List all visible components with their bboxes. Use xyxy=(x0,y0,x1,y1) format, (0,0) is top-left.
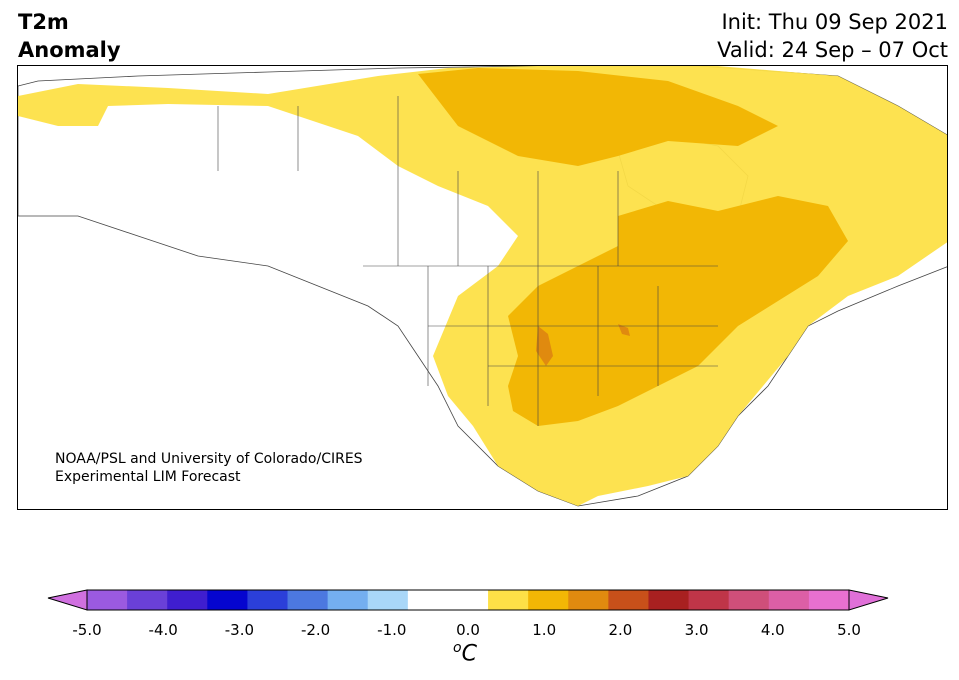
colorbar-tick-label: -4.0 xyxy=(148,621,178,639)
credit-line-2: Experimental LIM Forecast xyxy=(55,469,241,485)
colorbar-tick-label: 1.0 xyxy=(532,621,557,639)
colorbar-segment xyxy=(167,590,208,610)
colorbar-tick-label: 3.0 xyxy=(684,621,709,639)
map-title: T2m Anomaly xyxy=(18,8,121,64)
anomaly-contour-high xyxy=(536,326,553,366)
political-boundaries xyxy=(217,96,718,426)
colorbar-under-arrow xyxy=(47,589,88,611)
colorbar-over-arrow xyxy=(848,589,889,611)
anomaly-contour-mid-central xyxy=(508,196,848,426)
colorbar-segment xyxy=(367,590,409,610)
colorbar-tick-label: -5.0 xyxy=(72,621,102,639)
colorbar-segment xyxy=(728,590,770,610)
title-line-type: Anomaly xyxy=(18,38,121,62)
credit-line-1: NOAA/PSL and University of Colorado/CIRE… xyxy=(55,451,363,467)
colorbar-tick-label: 5.0 xyxy=(837,621,861,639)
init-date: Init: Thu 09 Sep 2021 xyxy=(721,10,948,34)
colorbar-segment xyxy=(768,590,810,610)
forecast-dates: Init: Thu 09 Sep 2021 Valid: 24 Sep – 07… xyxy=(717,8,948,64)
colorbar-segment xyxy=(688,590,730,610)
colorbar-segment xyxy=(247,590,289,610)
colorbar xyxy=(47,589,889,611)
colorbar-segment xyxy=(488,590,529,610)
colorbar-border xyxy=(86,589,850,611)
colorbar-tick-label: -2.0 xyxy=(300,621,331,639)
anomaly-contour-high-east xyxy=(618,324,630,336)
colorbar-segment xyxy=(87,590,128,610)
colorbar-segment xyxy=(327,590,369,610)
valid-range: Valid: 24 Sep – 07 Oct xyxy=(717,38,948,62)
colorbar-tick-label: 0.0 xyxy=(456,621,480,639)
colorbar-tick-label: 4.0 xyxy=(760,621,785,639)
colorbar-segment xyxy=(127,590,168,610)
map-svg xyxy=(18,66,947,507)
colorbar-segment xyxy=(528,590,569,610)
credit-text: NOAA/PSL and University of Colorado/CIRE… xyxy=(55,450,363,486)
unit-degree: o xyxy=(453,640,462,656)
colorbar-unit: oC xyxy=(453,640,477,666)
anomaly-contour-mid-north xyxy=(418,68,778,166)
colorbar-segment xyxy=(207,590,248,610)
colorbar-segments xyxy=(87,590,850,610)
colorbar-tick-label: -3.0 xyxy=(224,621,255,639)
title-line-variable: T2m xyxy=(18,10,69,34)
anomaly-contour-low xyxy=(18,66,947,506)
colorbar-segment xyxy=(608,590,649,610)
unit-letter: C xyxy=(461,641,477,667)
anomaly-map xyxy=(17,65,948,510)
colorbar-segment xyxy=(447,590,489,610)
colorbar-segment xyxy=(808,590,850,610)
colorbar-tick-label: 2.0 xyxy=(608,621,633,639)
colorbar-segment xyxy=(648,590,690,610)
colorbar-tick-label: -1.0 xyxy=(377,621,407,639)
colorbar-segment xyxy=(287,590,329,610)
colorbar-segment xyxy=(407,590,449,610)
colorbar-segment xyxy=(568,590,609,610)
